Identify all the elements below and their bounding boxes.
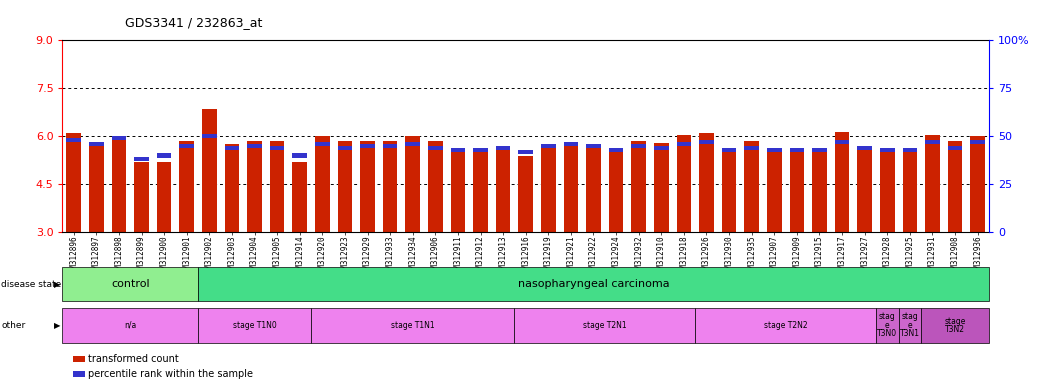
Bar	[270, 146, 284, 150]
Bar	[315, 142, 330, 146]
Bar	[586, 146, 601, 232]
Bar	[337, 146, 352, 150]
Text: stage T2N1: stage T2N1	[583, 321, 627, 330]
Bar	[700, 140, 714, 144]
Bar	[474, 152, 488, 232]
Bar	[812, 151, 827, 232]
Bar	[925, 135, 940, 232]
Text: GDS3341 / 232863_at: GDS3341 / 232863_at	[125, 16, 262, 29]
Text: control: control	[111, 279, 150, 289]
Bar	[563, 142, 578, 146]
Bar	[947, 141, 962, 232]
Bar	[428, 141, 442, 232]
Bar	[812, 148, 827, 152]
Text: stage T1N1: stage T1N1	[391, 321, 434, 330]
Bar	[202, 109, 217, 232]
Bar	[744, 141, 759, 232]
Bar	[134, 157, 149, 161]
Text: percentile rank within the sample: percentile rank within the sample	[88, 369, 254, 379]
Bar	[721, 148, 736, 152]
Bar	[179, 141, 194, 232]
Bar	[880, 149, 894, 232]
Bar	[970, 136, 985, 232]
Bar	[67, 138, 81, 142]
Bar	[654, 143, 668, 232]
Bar	[315, 136, 330, 232]
Bar	[405, 136, 421, 232]
Bar	[541, 144, 556, 232]
Bar	[631, 144, 646, 148]
Bar	[383, 144, 398, 148]
Bar	[111, 136, 126, 232]
Bar	[247, 141, 262, 232]
Text: nasopharyngeal carcinoma: nasopharyngeal carcinoma	[517, 279, 669, 289]
Bar	[451, 152, 465, 232]
Bar	[360, 141, 375, 232]
Bar	[947, 146, 962, 150]
Bar	[293, 154, 307, 157]
Bar	[609, 148, 624, 152]
Bar	[90, 142, 104, 146]
Bar	[609, 152, 624, 232]
Bar	[925, 140, 940, 144]
Bar	[134, 162, 149, 232]
Bar	[767, 151, 782, 232]
Bar	[744, 146, 759, 150]
Bar	[405, 142, 421, 146]
Text: transformed count: transformed count	[88, 354, 179, 364]
Text: stage T2N2: stage T2N2	[764, 321, 808, 330]
Bar	[789, 148, 805, 152]
Text: stag
e
T3N1: stag e T3N1	[899, 313, 920, 338]
Text: other: other	[1, 321, 25, 330]
Bar	[293, 162, 307, 232]
Bar	[789, 151, 805, 232]
Bar	[360, 144, 375, 148]
Bar	[903, 151, 917, 232]
Bar	[90, 143, 104, 232]
Bar	[835, 131, 849, 232]
Bar	[202, 134, 217, 138]
Bar	[428, 146, 442, 150]
Bar	[903, 148, 917, 152]
Bar	[247, 144, 262, 148]
Bar	[496, 146, 510, 150]
Text: disease state: disease state	[1, 280, 61, 289]
Bar	[157, 154, 172, 157]
Bar	[631, 141, 646, 232]
Bar	[270, 141, 284, 232]
Text: ▶: ▶	[54, 280, 60, 289]
Bar	[970, 140, 985, 144]
Bar	[337, 141, 352, 232]
Text: n/a: n/a	[124, 321, 136, 330]
Bar	[858, 146, 872, 150]
Bar	[225, 146, 239, 150]
Bar	[67, 133, 81, 232]
Bar	[225, 144, 239, 232]
Text: stag
e
T3N0: stag e T3N0	[878, 313, 897, 338]
Bar	[157, 162, 172, 232]
Bar	[767, 148, 782, 152]
Bar	[496, 147, 510, 232]
Bar	[111, 136, 126, 140]
Bar	[518, 156, 533, 232]
Bar	[721, 151, 736, 232]
Bar	[541, 144, 556, 148]
Text: stage T1N0: stage T1N0	[232, 321, 277, 330]
Bar	[383, 141, 398, 232]
Bar	[677, 135, 691, 232]
Bar	[835, 140, 849, 144]
Bar	[858, 147, 872, 232]
Bar	[563, 143, 578, 232]
Bar	[677, 142, 691, 146]
Bar	[518, 150, 533, 154]
Bar	[654, 146, 668, 150]
Bar	[179, 144, 194, 148]
Bar	[474, 148, 488, 152]
Bar	[451, 148, 465, 152]
Bar	[586, 144, 601, 148]
Text: stage
T3N2: stage T3N2	[944, 316, 966, 334]
Text: ▶: ▶	[54, 321, 60, 330]
Bar	[700, 133, 714, 232]
Bar	[880, 148, 894, 152]
